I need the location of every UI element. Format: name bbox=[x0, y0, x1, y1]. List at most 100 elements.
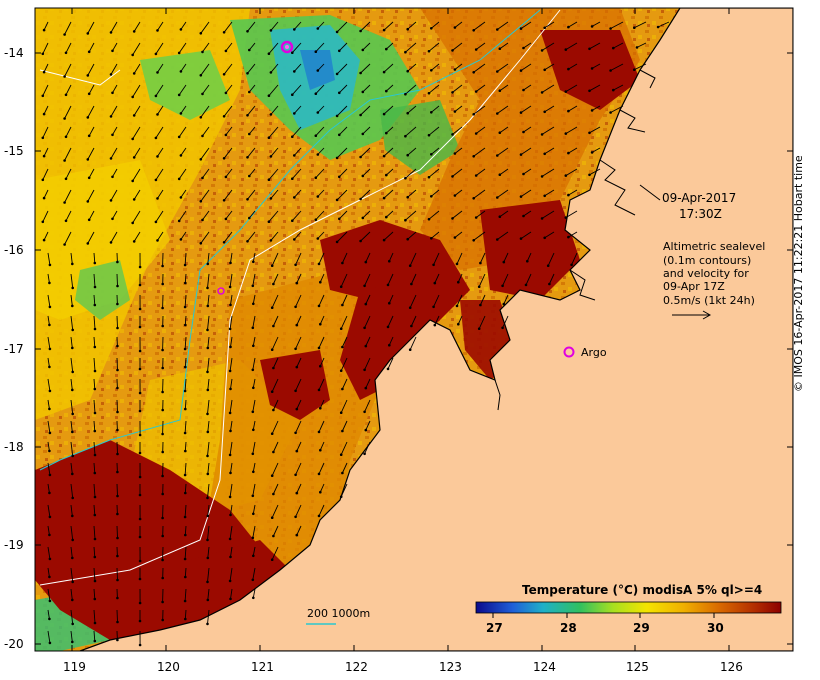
velocity-arrow bbox=[547, 252, 555, 266]
velocity-arrow-head bbox=[269, 29, 273, 32]
velocity-arrow-head bbox=[295, 281, 299, 285]
velocity-arrow bbox=[155, 42, 164, 55]
velocity-arrow-head bbox=[48, 473, 52, 477]
velocity-arrow-head bbox=[477, 285, 481, 289]
velocity-arrow bbox=[541, 210, 555, 219]
velocity-arrow-head bbox=[430, 69, 433, 72]
velocity-arrow bbox=[295, 336, 302, 349]
velocity-arrow-head bbox=[406, 195, 410, 199]
velocity-arrow bbox=[207, 441, 210, 456]
velocity-arrow bbox=[184, 609, 187, 620]
velocity-arrow bbox=[340, 273, 348, 287]
velocity-arrow bbox=[317, 189, 325, 197]
velocity-arrow-head bbox=[71, 538, 74, 542]
velocity-arrow bbox=[180, 21, 187, 30]
velocity-arrow-head bbox=[635, 46, 639, 49]
velocity-arrow bbox=[544, 63, 555, 71]
velocity-arrow bbox=[499, 84, 509, 92]
velocity-arrow-head bbox=[93, 303, 97, 307]
velocity-arrow bbox=[207, 567, 210, 582]
velocity-arrow bbox=[88, 126, 95, 137]
velocity-arrow-head bbox=[382, 154, 386, 158]
velocity-arrow bbox=[43, 21, 49, 31]
velocity-arrow bbox=[271, 546, 279, 560]
velocity-arrow-head bbox=[385, 89, 388, 93]
velocity-arrow bbox=[499, 210, 509, 218]
velocity-arrow-head bbox=[138, 535, 142, 539]
velocity-arrow-head bbox=[341, 429, 344, 433]
velocity-arrow bbox=[270, 105, 279, 115]
velocity-arrow-head bbox=[361, 90, 365, 94]
velocity-arrow bbox=[636, 42, 647, 48]
velocity-arrow-head bbox=[361, 216, 365, 220]
velocity-arrow-head bbox=[251, 410, 255, 414]
velocity-arrow-head bbox=[71, 370, 74, 374]
velocity-arrow bbox=[93, 336, 96, 348]
velocity-arrow bbox=[613, 84, 624, 91]
velocity-arrow-head bbox=[427, 91, 431, 95]
velocity-arrow-head bbox=[138, 559, 142, 563]
sealevel-note-line: Altimetric sealevel bbox=[663, 240, 765, 253]
velocity-arrow-head bbox=[408, 264, 412, 268]
velocity-arrow bbox=[270, 231, 279, 241]
velocity-arrow-head bbox=[161, 558, 164, 562]
velocity-arrow bbox=[252, 525, 256, 538]
velocity-arrow-head bbox=[364, 302, 368, 306]
argo-float-marker[interactable] bbox=[563, 346, 575, 358]
velocity-arrow-head bbox=[341, 387, 344, 391]
argo-float-marker[interactable] bbox=[280, 40, 294, 54]
velocity-arrow bbox=[116, 525, 118, 539]
velocity-arrow bbox=[200, 105, 210, 118]
velocity-arrow-head bbox=[522, 88, 525, 92]
velocity-arrow-head bbox=[427, 133, 431, 137]
velocity-arrow bbox=[520, 105, 532, 113]
velocity-arrow bbox=[270, 189, 279, 199]
velocity-arrow-head bbox=[335, 156, 339, 160]
velocity-arrow-head bbox=[48, 281, 51, 285]
velocity-arrow-head bbox=[93, 513, 97, 517]
velocity-arrow-head bbox=[116, 344, 119, 348]
velocity-arrow bbox=[338, 42, 348, 52]
velocity-arrow bbox=[473, 21, 486, 31]
velocity-arrow-head bbox=[406, 111, 410, 115]
velocity-arrow-head bbox=[248, 132, 251, 136]
velocity-arrow-head bbox=[361, 48, 365, 52]
velocity-arrow bbox=[452, 42, 463, 51]
velocity-arrow bbox=[180, 105, 187, 114]
velocity-arrow-head bbox=[199, 74, 203, 77]
velocity-arrow bbox=[295, 504, 302, 517]
velocity-arrow bbox=[362, 210, 371, 219]
velocity-arrow-head bbox=[341, 303, 344, 307]
latitude-tick-label: -19 bbox=[4, 538, 24, 552]
velocity-arrow bbox=[200, 231, 210, 244]
velocity-arrow bbox=[133, 189, 141, 200]
velocity-arrow-head bbox=[543, 236, 546, 240]
velocity-arrow bbox=[268, 42, 279, 54]
velocity-arrow bbox=[341, 420, 348, 432]
velocity-arrow bbox=[410, 273, 417, 285]
velocity-arrow-head bbox=[564, 132, 568, 135]
velocity-arrow bbox=[475, 84, 486, 92]
velocity-arrow-head bbox=[87, 50, 91, 54]
velocity-arrow-head bbox=[451, 49, 454, 52]
velocity-arrow bbox=[225, 210, 233, 220]
velocity-arrow bbox=[47, 630, 51, 643]
velocity-arrow bbox=[132, 210, 141, 224]
velocity-arrow-head bbox=[184, 575, 187, 579]
velocity-arrow bbox=[433, 252, 440, 265]
velocity-arrow-head bbox=[590, 109, 594, 112]
velocity-arrow bbox=[93, 504, 96, 516]
argo-float-marker[interactable] bbox=[217, 287, 225, 295]
velocity-arrow-head bbox=[179, 196, 183, 199]
velocity-arrow bbox=[64, 231, 72, 245]
velocity-arrow-head bbox=[71, 262, 74, 266]
velocity-arrow-head bbox=[156, 197, 159, 200]
velocity-arrow bbox=[497, 105, 509, 114]
velocity-arrow-head bbox=[201, 134, 204, 138]
velocity-arrow bbox=[388, 294, 394, 304]
velocity-arrow-head bbox=[251, 326, 255, 330]
velocity-arrow bbox=[456, 252, 463, 265]
velocity-arrow bbox=[295, 378, 302, 391]
velocity-arrow bbox=[473, 189, 486, 199]
velocity-arrow bbox=[229, 441, 233, 455]
